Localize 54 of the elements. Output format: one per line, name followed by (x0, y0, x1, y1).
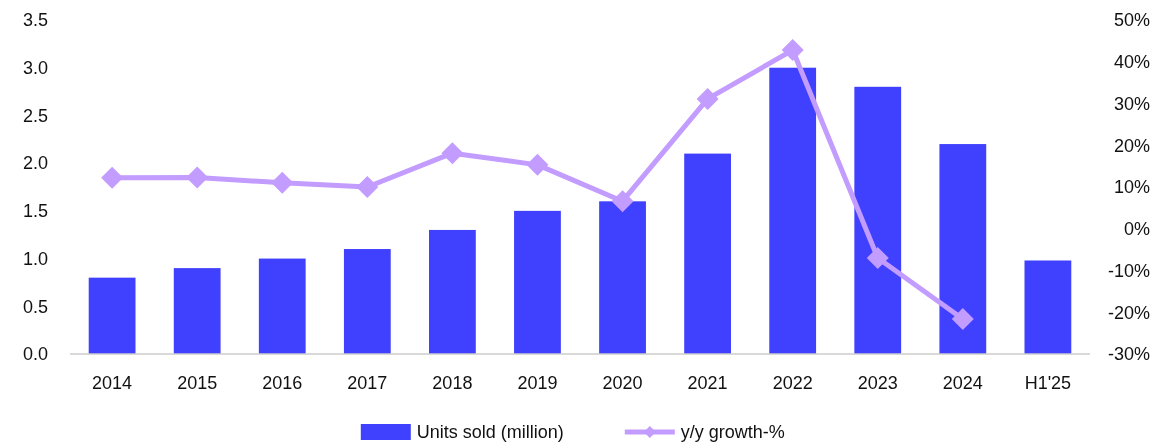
x-tick-label: 2021 (687, 373, 728, 394)
y-tick-label: 2.0 (22, 153, 48, 174)
y-tick-label: 3.5 (22, 10, 48, 31)
x-tick-label: 2023 (857, 373, 898, 394)
bar (769, 67, 817, 354)
point (101, 166, 124, 189)
bar (258, 258, 306, 354)
y2-tick-label: -30% (1107, 344, 1150, 365)
point (356, 176, 379, 198)
x-tick-label: 2022 (772, 373, 813, 394)
bar (343, 249, 391, 354)
bar (854, 86, 902, 354)
y-tick-label: 0.0 (22, 344, 48, 365)
legend-label: Units sold (million) (416, 422, 564, 443)
point (696, 87, 719, 110)
x-tick-label: 2020 (602, 373, 643, 394)
bar (514, 210, 561, 354)
y-tick-label: 2.5 (22, 105, 48, 126)
y-tick-label: 0.5 (22, 296, 48, 317)
y2-tick-label: 0% (1123, 219, 1150, 240)
x-tick-label: 2015 (177, 373, 218, 394)
point (866, 246, 889, 269)
y2-tick-label: 30% (1113, 93, 1150, 114)
x-tick-label: 2016 (262, 373, 303, 394)
x-tick-label: 2014 (92, 373, 133, 394)
point (271, 171, 294, 194)
y2-tick-label: 40% (1113, 52, 1150, 73)
y2-tick-label: -10% (1107, 260, 1150, 281)
x-tick-label: 2024 (942, 373, 983, 394)
y2-tick-label: 50% (1113, 10, 1150, 31)
x-tick-label: H1'25 (1024, 373, 1072, 394)
y2-tick-label: 20% (1113, 135, 1150, 156)
y-tick-label: 1.5 (22, 201, 48, 222)
x-tick-label: 2017 (347, 373, 388, 394)
bar (429, 229, 476, 354)
x-tick-label: 2019 (517, 373, 558, 394)
y2-tick-label: 10% (1113, 177, 1150, 198)
bar (599, 201, 646, 354)
y2-tick-label: -20% (1107, 302, 1150, 323)
legend-label: y/y growth-% (680, 422, 785, 443)
y-tick-label: 3.0 (22, 58, 48, 79)
point (526, 153, 549, 176)
bar (173, 268, 221, 354)
bar (684, 153, 731, 354)
y-tick-label: 1.0 (22, 248, 48, 269)
bar (88, 277, 136, 354)
point (441, 142, 464, 165)
x-tick-label: 2018 (432, 373, 473, 394)
point (611, 190, 634, 213)
point (186, 166, 209, 189)
bar (1024, 260, 1072, 354)
point (781, 39, 804, 62)
point (951, 307, 974, 330)
bar (939, 144, 987, 354)
